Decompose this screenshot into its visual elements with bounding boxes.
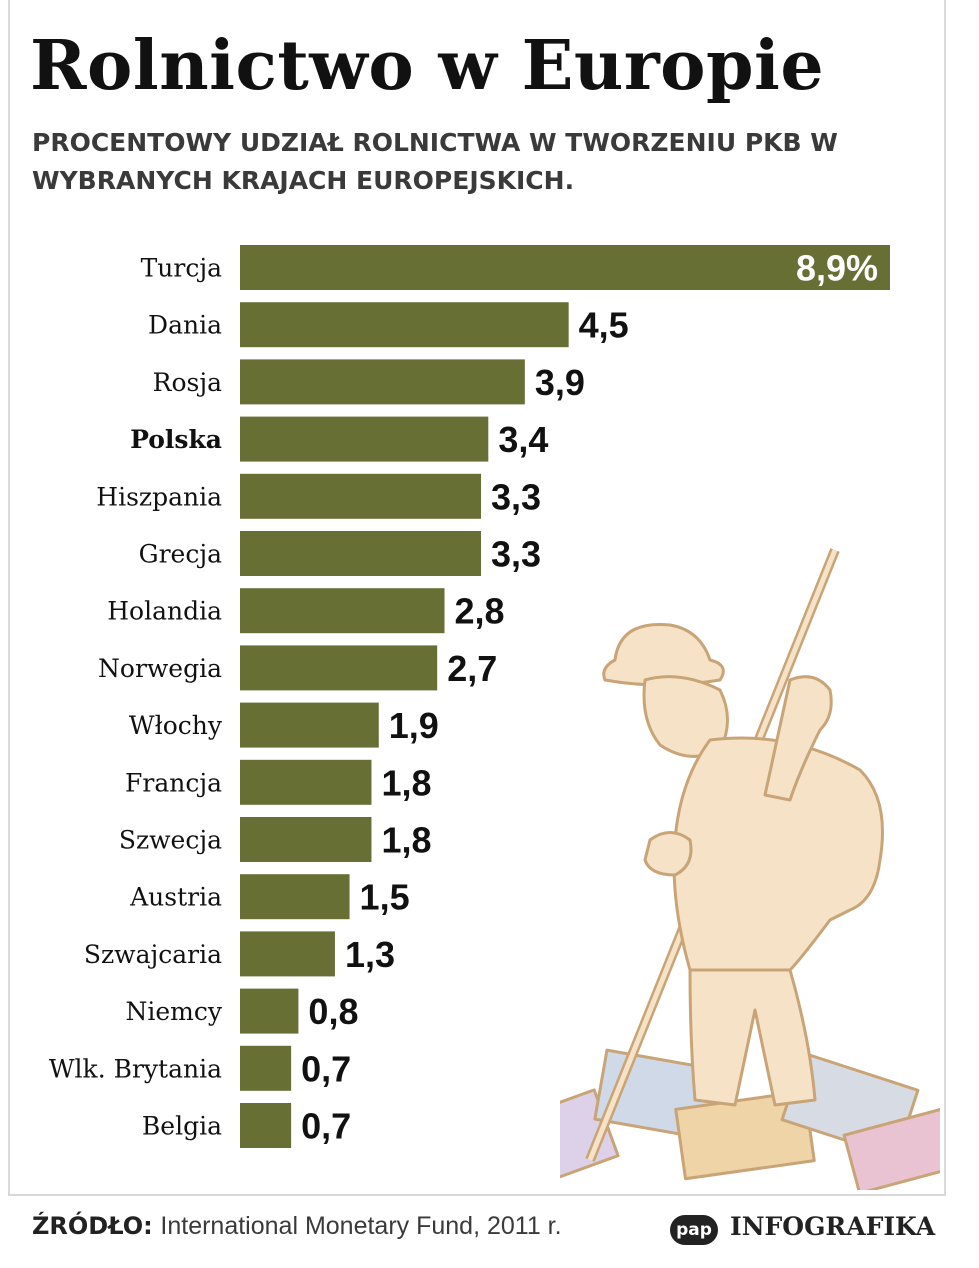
bar (240, 416, 489, 462)
source-text: International Monetary Fund, 2011 r. (160, 1212, 562, 1240)
value-label: 1,9 (389, 705, 439, 746)
chart-title: Rolnictwo w Europie (30, 26, 825, 106)
category-label: Turcja (141, 254, 222, 283)
pap-logo: pap (670, 1215, 718, 1245)
farmer-with-euro-banknotes-illustration (560, 548, 940, 1190)
bar (240, 531, 482, 576)
bar (240, 759, 372, 805)
value-label: 3,3 (491, 476, 541, 517)
source-label: ŹRÓDŁO: (32, 1212, 153, 1240)
value-label: 1,5 (360, 877, 410, 918)
category-label: Niemcy (126, 997, 223, 1026)
value-label: 0,7 (301, 1048, 351, 1089)
bar (240, 302, 569, 348)
bar (240, 1045, 292, 1091)
bar (240, 588, 445, 634)
category-label: Wlk. Brytania (49, 1054, 222, 1083)
category-label: Hiszpania (96, 482, 222, 511)
chart-subtitle: PROCENTOWY UDZIAŁ ROLNICTWA W TWORZENIU … (32, 128, 838, 195)
bar (240, 931, 335, 977)
source-note: ŹRÓDŁO: International Monetary Fund, 201… (32, 1212, 562, 1241)
value-label: 8,9% (796, 248, 878, 289)
value-label: 1,8 (381, 820, 431, 861)
category-label: Włochy (129, 711, 223, 740)
value-label: 0,7 (301, 1106, 351, 1147)
category-label: Norwegia (98, 654, 222, 683)
bar (240, 473, 482, 519)
category-label: Dania (148, 311, 222, 340)
value-label: 1,3 (345, 934, 395, 975)
category-label: Francja (125, 768, 222, 797)
infografika-brand: INFOGRAFIKA (730, 1212, 936, 1241)
bar (240, 359, 525, 405)
value-label: 3,9 (535, 362, 585, 403)
category-label: Polska (130, 425, 222, 454)
bar (240, 817, 372, 862)
bar (240, 645, 438, 691)
category-label: Austria (129, 883, 222, 912)
category-label: Belgia (142, 1112, 222, 1141)
category-label: Grecja (139, 540, 222, 569)
bar (240, 702, 379, 748)
bar (240, 245, 890, 290)
category-label: Szwajcaria (84, 940, 222, 969)
infographic-frame (8, 0, 946, 1196)
value-label: 3,3 (491, 534, 541, 575)
bar-chart: Turcja 8,9% Dania 4,5 Rosja 3,9 Polska 3,4 Hiszp… (49, 245, 890, 1148)
bar (240, 874, 350, 920)
category-label: Rosja (153, 368, 222, 397)
value-label: 1,8 (381, 762, 431, 803)
bar (240, 1103, 292, 1148)
value-label: 3,4 (498, 419, 548, 460)
value-label: 4,5 (579, 305, 629, 346)
category-label: Szwecja (119, 826, 222, 855)
value-label: 0,8 (308, 991, 358, 1032)
value-label: 2,7 (447, 648, 497, 689)
category-label: Holandia (107, 597, 222, 626)
value-label: 2,8 (454, 591, 504, 632)
bar (240, 988, 299, 1034)
